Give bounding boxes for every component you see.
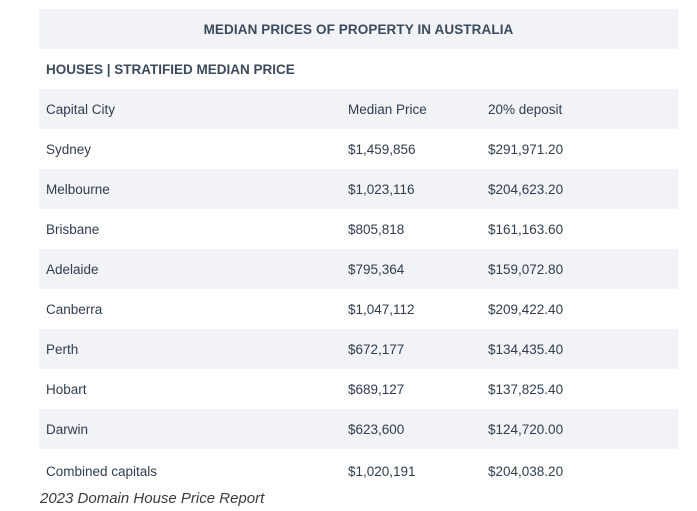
cell-median-price: $805,818 bbox=[348, 221, 405, 237]
table-row: Perth $672,177 $134,435.40 bbox=[39, 329, 678, 369]
cell-deposit: $161,163.60 bbox=[488, 221, 564, 237]
source-caption: 2023 Domain House Price Report bbox=[40, 490, 265, 507]
cell-city: Hobart bbox=[46, 381, 87, 397]
header-deposit: 20% deposit bbox=[488, 101, 563, 117]
table-row: Canberra $1,047,112 $209,422.40 bbox=[39, 289, 678, 329]
cell-deposit: $209,422.40 bbox=[488, 301, 564, 317]
cell-city: Melbourne bbox=[46, 181, 110, 197]
cell-city: Sydney bbox=[46, 141, 92, 157]
cell-deposit: $134,435.40 bbox=[488, 341, 564, 357]
table-section-heading: HOUSES | STRATIFIED MEDIAN PRICE bbox=[39, 49, 678, 89]
table-header-row: Capital City Median Price 20% deposit bbox=[39, 89, 678, 129]
cell-median-price: $689,127 bbox=[348, 381, 405, 397]
table-row: Melbourne $1,023,116 $204,623.20 bbox=[39, 169, 678, 209]
table-row: Hobart $689,127 $137,825.40 bbox=[39, 369, 678, 409]
median-prices-table: MEDIAN PRICES OF PROPERTY IN AUSTRALIA H… bbox=[39, 9, 678, 479]
cell-median-price: $1,023,116 bbox=[348, 181, 415, 197]
header-median-price: Median Price bbox=[348, 101, 427, 117]
cell-median-price: $672,177 bbox=[348, 341, 405, 357]
table-row: Sydney $1,459,856 $291,971.20 bbox=[39, 129, 678, 169]
cell-deposit: $124,720.00 bbox=[488, 421, 564, 437]
cell-city: Brisbane bbox=[46, 221, 100, 237]
table-row: Adelaide $795,364 $159,072.80 bbox=[39, 249, 678, 289]
cell-city: Combined capitals bbox=[46, 464, 158, 479]
cell-city: Darwin bbox=[46, 421, 89, 437]
cell-deposit: $137,825.40 bbox=[488, 381, 564, 397]
cell-median-price: $1,459,856 bbox=[348, 141, 416, 157]
table-row: Darwin $623,600 $124,720.00 bbox=[39, 409, 678, 449]
cell-deposit: $291,971.20 bbox=[488, 141, 564, 157]
table-row: Combined capitals $1,020,191 $204,038.20 bbox=[39, 449, 678, 479]
cell-median-price: $1,047,112 bbox=[348, 301, 415, 317]
cell-city: Perth bbox=[46, 341, 79, 357]
cell-city: Adelaide bbox=[46, 261, 99, 277]
table-row: Brisbane $805,818 $161,163.60 bbox=[39, 209, 678, 249]
cell-deposit: $204,038.20 bbox=[488, 464, 564, 479]
cell-median-price: $1,020,191 bbox=[348, 464, 416, 479]
cell-median-price: $623,600 bbox=[348, 421, 405, 437]
table-title: MEDIAN PRICES OF PROPERTY IN AUSTRALIA bbox=[39, 9, 678, 49]
cell-deposit: $159,072.80 bbox=[488, 261, 564, 277]
header-capital-city: Capital City bbox=[46, 101, 116, 117]
cell-deposit: $204,623.20 bbox=[488, 181, 564, 197]
cell-median-price: $795,364 bbox=[348, 261, 405, 277]
cell-city: Canberra bbox=[46, 301, 103, 317]
